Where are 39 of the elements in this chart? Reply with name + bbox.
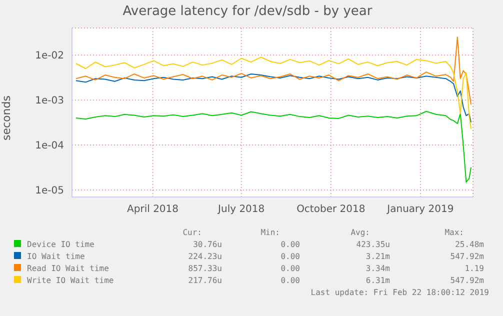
text: Avg: [350, 228, 370, 237]
legend-label: Write IO Wait time [26, 276, 114, 285]
text: Min: [260, 228, 280, 237]
line-series [75, 36, 472, 105]
text: 857.33u [187, 264, 222, 273]
text: Max: [444, 228, 464, 237]
y-tick-label: 1e-03 [35, 96, 64, 107]
y-tick-label: 1e-02 [35, 50, 64, 62]
chart-title: Average latency for /dev/sdb - by year [122, 4, 374, 19]
x-tick-label: April 2018 [127, 204, 179, 216]
text: 3.21m [364, 252, 390, 261]
legend-label: IO Wait time [26, 252, 85, 261]
text: Cur: [182, 228, 202, 237]
y-tick-label: 1e-05 [35, 186, 64, 197]
line-series [75, 110, 472, 183]
line-series [75, 73, 472, 123]
text: 547.92m [449, 252, 484, 261]
text: 0.00 [280, 276, 300, 285]
y-axis-title: seconds [0, 95, 13, 140]
text: 224.23u [187, 252, 222, 261]
text: 1.19 [464, 264, 484, 273]
text: 0.00 [280, 264, 300, 273]
text: 0.00 [280, 252, 300, 261]
x-tick-label: October 2018 [296, 204, 366, 216]
y-tick-label: 1e-04 [35, 140, 64, 152]
line-series [75, 56, 472, 130]
text: Last update: Fri Feb 22 18:00:12 2019 [310, 288, 489, 297]
legend-label: Read IO Wait time [26, 264, 109, 273]
text: 217.76u [187, 276, 222, 285]
x-tick-label: January 2019 [386, 204, 454, 216]
text: 0.00 [280, 240, 300, 249]
text: 423.35u [355, 240, 390, 249]
text: 547.92m [449, 276, 484, 285]
x-tick-label: July 2018 [217, 204, 265, 216]
text: 3.34m [364, 264, 390, 273]
text: 6.31m [364, 276, 390, 285]
legend-label: Device IO time [26, 240, 94, 249]
text: 30.76u [192, 240, 222, 249]
text: 25.48m [454, 240, 484, 249]
